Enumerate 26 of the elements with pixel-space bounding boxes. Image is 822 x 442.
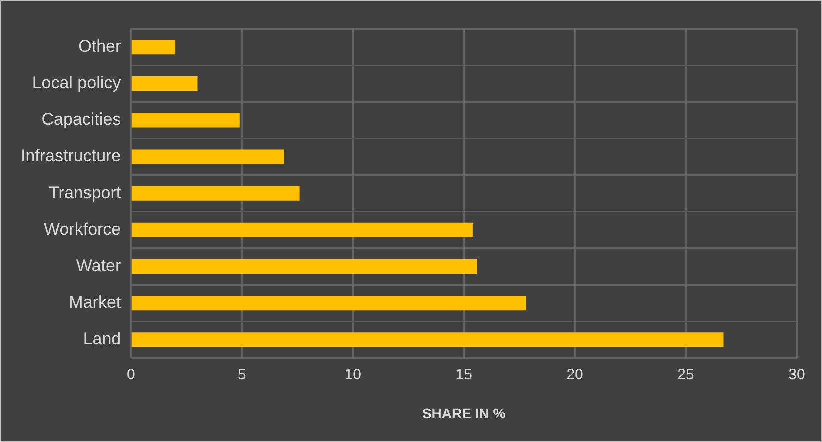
y-tick-label: Capacities [42, 110, 122, 130]
x-tick-label: 5 [238, 366, 246, 384]
bar [132, 222, 473, 238]
x-tick-label: 20 [566, 366, 584, 384]
bar [132, 259, 478, 274]
x-tick-label: 0 [126, 366, 136, 384]
bar [132, 40, 176, 55]
bar [132, 186, 300, 201]
x-tick-label: 15 [456, 366, 472, 384]
bar [132, 113, 240, 128]
y-tick-label: Other [78, 36, 122, 56]
bar [132, 332, 724, 348]
y-tick-label: Local policy [32, 74, 122, 93]
x-axis-title: SHARE IN % [422, 405, 506, 422]
x-tick-label: 30 [788, 366, 806, 384]
x-tick-label: 10 [344, 366, 362, 384]
bar [132, 150, 284, 164]
y-tick-label: Workforce [44, 220, 122, 239]
bar [132, 296, 526, 311]
y-tick-label: Market [69, 293, 122, 312]
x-tick-label: 25 [678, 366, 694, 384]
y-tick-label: Land [83, 330, 122, 349]
y-tick-label: Infrastructure [20, 146, 122, 166]
y-tick-label: Transport [49, 183, 122, 202]
y-tick-label: Water [76, 256, 122, 276]
bar [132, 76, 198, 92]
